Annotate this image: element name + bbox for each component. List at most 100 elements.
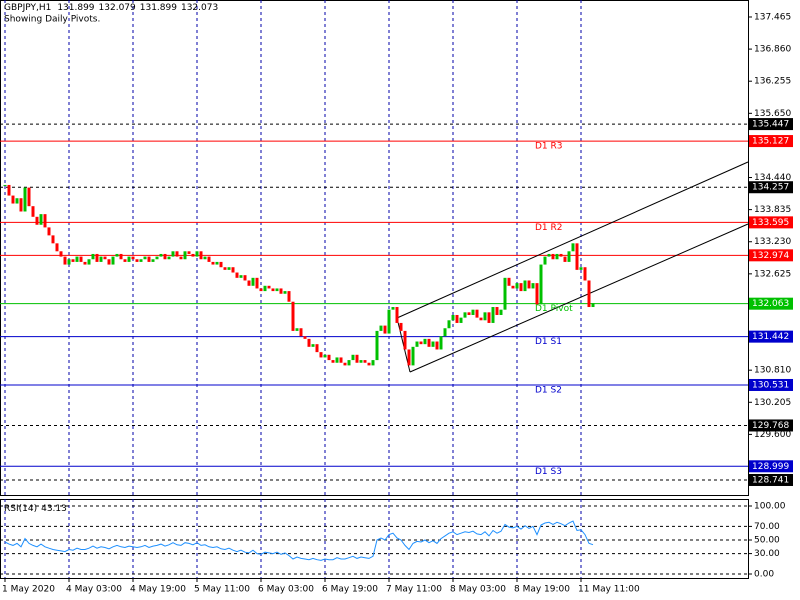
main-panel (0, 0, 749, 496)
candle (39, 214, 43, 225)
rsi-line (4, 520, 594, 561)
candle (359, 360, 363, 363)
candle (435, 341, 439, 350)
candle (99, 256, 103, 262)
candle (399, 322, 403, 331)
candle (155, 256, 159, 260)
candle (415, 341, 419, 347)
candle (51, 235, 55, 244)
y-tick-label: 130.205 (754, 398, 791, 408)
candle (223, 267, 227, 270)
candle (551, 253, 555, 260)
candle (187, 251, 191, 254)
candle (79, 256, 83, 262)
x-tick-label: 11 May 11:00 (578, 585, 640, 595)
y-tick-label: 135.650 (754, 109, 791, 119)
candle (479, 317, 483, 321)
candle (387, 309, 391, 334)
level-label: 130.531 (752, 380, 789, 390)
candle (367, 362, 371, 366)
candle (403, 330, 407, 350)
candle (303, 336, 307, 339)
close: 132.073 (181, 3, 218, 13)
candle (63, 256, 67, 265)
candle (455, 314, 459, 323)
rsi-header: RSI(14) 43.13 (4, 504, 67, 514)
level-name: D1 Pivot (535, 304, 573, 314)
level-label-bg (749, 181, 793, 194)
candle (499, 309, 503, 315)
candle (507, 277, 511, 286)
candle (151, 259, 155, 262)
candle (295, 328, 299, 331)
candle (563, 256, 567, 262)
level-label-bg (749, 297, 793, 310)
candle (163, 253, 167, 260)
candle (535, 283, 539, 305)
y-tick-label: 134.440 (754, 173, 791, 183)
candle (203, 256, 207, 260)
candle (211, 261, 215, 265)
candle (171, 251, 175, 257)
candle (439, 336, 443, 350)
candle (207, 256, 211, 262)
candle (527, 280, 531, 289)
x-tick-label: 8 May 03:00 (450, 585, 506, 595)
level-label: 129.768 (752, 421, 789, 431)
x-tick-label: 6 May 19:00 (322, 585, 378, 595)
candle (495, 307, 499, 315)
candle (11, 195, 15, 204)
candle (307, 338, 311, 347)
level-label-bg (749, 473, 793, 486)
candle (339, 357, 343, 363)
y-tick-label: 133.230 (754, 237, 791, 247)
candle (543, 256, 547, 265)
candle (335, 357, 339, 363)
candle (147, 256, 151, 262)
candle (483, 312, 487, 321)
candle (567, 251, 571, 262)
level-label: 132.974 (752, 251, 789, 261)
level-name: D1 S1 (535, 337, 562, 347)
candle (471, 309, 475, 315)
candle (279, 288, 283, 294)
candle (423, 338, 427, 345)
candle (315, 344, 319, 353)
symbol: GBPJPY,H1 (4, 3, 51, 13)
candle (447, 320, 451, 329)
y-tick-label: 50.00 (754, 535, 780, 545)
level-label-bg (749, 330, 793, 343)
candle (559, 253, 563, 257)
candle (243, 275, 247, 281)
candle (487, 312, 491, 323)
y-tick-label: 133.835 (754, 205, 791, 215)
candle (491, 307, 495, 323)
y-tick-label: 130.810 (754, 366, 791, 376)
x-tick-label: 7 May 11:00 (386, 585, 442, 595)
candle (219, 261, 223, 268)
level-label-bg (749, 419, 793, 432)
candle (555, 253, 559, 260)
candle (347, 360, 351, 366)
level-name: D1 R2 (535, 223, 563, 233)
candle (383, 325, 387, 334)
candle (311, 344, 315, 347)
candle (355, 354, 359, 363)
candle (3, 184, 7, 186)
rsi-panel (0, 499, 749, 579)
candle (391, 307, 395, 310)
level-label: 135.127 (752, 137, 789, 147)
level-label: 134.257 (752, 183, 789, 193)
level-label-bg (749, 216, 793, 229)
y-tick-label: 137.465 (754, 12, 791, 22)
candle (251, 277, 255, 286)
candle (263, 285, 267, 292)
candle (67, 259, 71, 265)
open: 131.899 (57, 3, 94, 13)
candle (139, 259, 143, 262)
candle (271, 288, 275, 292)
candle (419, 341, 423, 345)
candle (375, 330, 379, 361)
candle (443, 328, 447, 337)
candle (7, 184, 11, 196)
